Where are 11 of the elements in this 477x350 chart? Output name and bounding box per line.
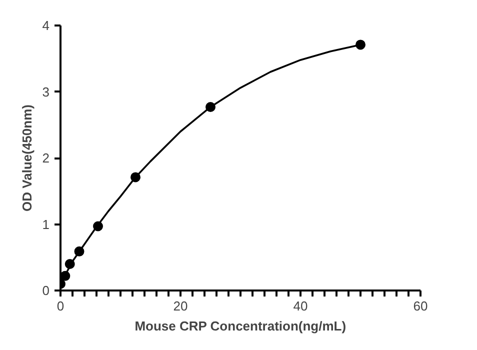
y-tick-label: 0 <box>42 283 50 298</box>
x-tick-label: 60 <box>413 298 428 314</box>
y-tick-label: 4 <box>42 18 50 33</box>
y-tick-label: 2 <box>42 150 50 166</box>
x-axis-title: Mouse CRP Concentration(ng/mL) <box>134 318 346 334</box>
x-tick-label: 0 <box>56 298 64 314</box>
y-axis-title: OD Value(450nm) <box>19 104 34 212</box>
x-tick-label: 20 <box>173 298 188 314</box>
y-tick-label: 1 <box>42 216 50 232</box>
x-tick-label: 40 <box>293 298 308 314</box>
y-tick-label: 3 <box>42 84 50 100</box>
